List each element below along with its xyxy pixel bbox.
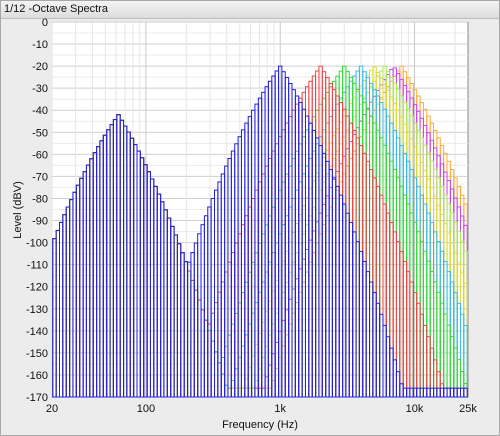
y-tick-label: -60 xyxy=(32,149,48,161)
x-tick-label: 100 xyxy=(137,403,155,415)
y-tick-label: -140 xyxy=(26,326,48,338)
x-tick-label: 10k xyxy=(406,403,424,415)
x-tick-label: 1k xyxy=(274,403,286,415)
y-tick-label: -50 xyxy=(32,127,48,139)
y-tick-label: -20 xyxy=(32,61,48,73)
y-tick-label: -10 xyxy=(32,39,48,51)
y-axis: 0 -10 -20 -30 -40 -50 -60 -70 -80 -90 -100 -110 -120… xyxy=(26,17,48,404)
y-tick-label: -170 xyxy=(26,392,48,404)
y-tick-label: 0 xyxy=(42,17,48,29)
window-title: 1/12 -Octave Spectra xyxy=(4,3,108,15)
y-tick-label: -70 xyxy=(32,171,48,183)
y-tick-label: -150 xyxy=(26,348,48,360)
y-axis-label: Level (dBV) xyxy=(12,181,24,238)
x-axis: 20 100 1k 10k 25k xyxy=(46,403,477,415)
spectrum-band xyxy=(463,387,468,398)
y-tick-label: -130 xyxy=(26,304,48,316)
y-tick-label: -30 xyxy=(32,83,48,95)
x-tick-label: 20 xyxy=(46,403,58,415)
x-axis-label: Frequency (Hz) xyxy=(222,419,298,431)
plot-area xyxy=(52,65,468,398)
y-tick-label: -40 xyxy=(32,105,48,117)
y-tick-label: -90 xyxy=(32,216,48,228)
title-bar: 1/12 -Octave Spectra xyxy=(1,1,499,19)
spectrum-series xyxy=(52,65,468,398)
y-tick-label: -100 xyxy=(26,238,48,250)
y-tick-label: -120 xyxy=(26,282,48,294)
y-tick-label: -160 xyxy=(26,370,48,382)
y-tick-label: -80 xyxy=(32,193,48,205)
x-tick-label: 25k xyxy=(459,403,477,415)
y-tick-label: -110 xyxy=(27,260,48,272)
